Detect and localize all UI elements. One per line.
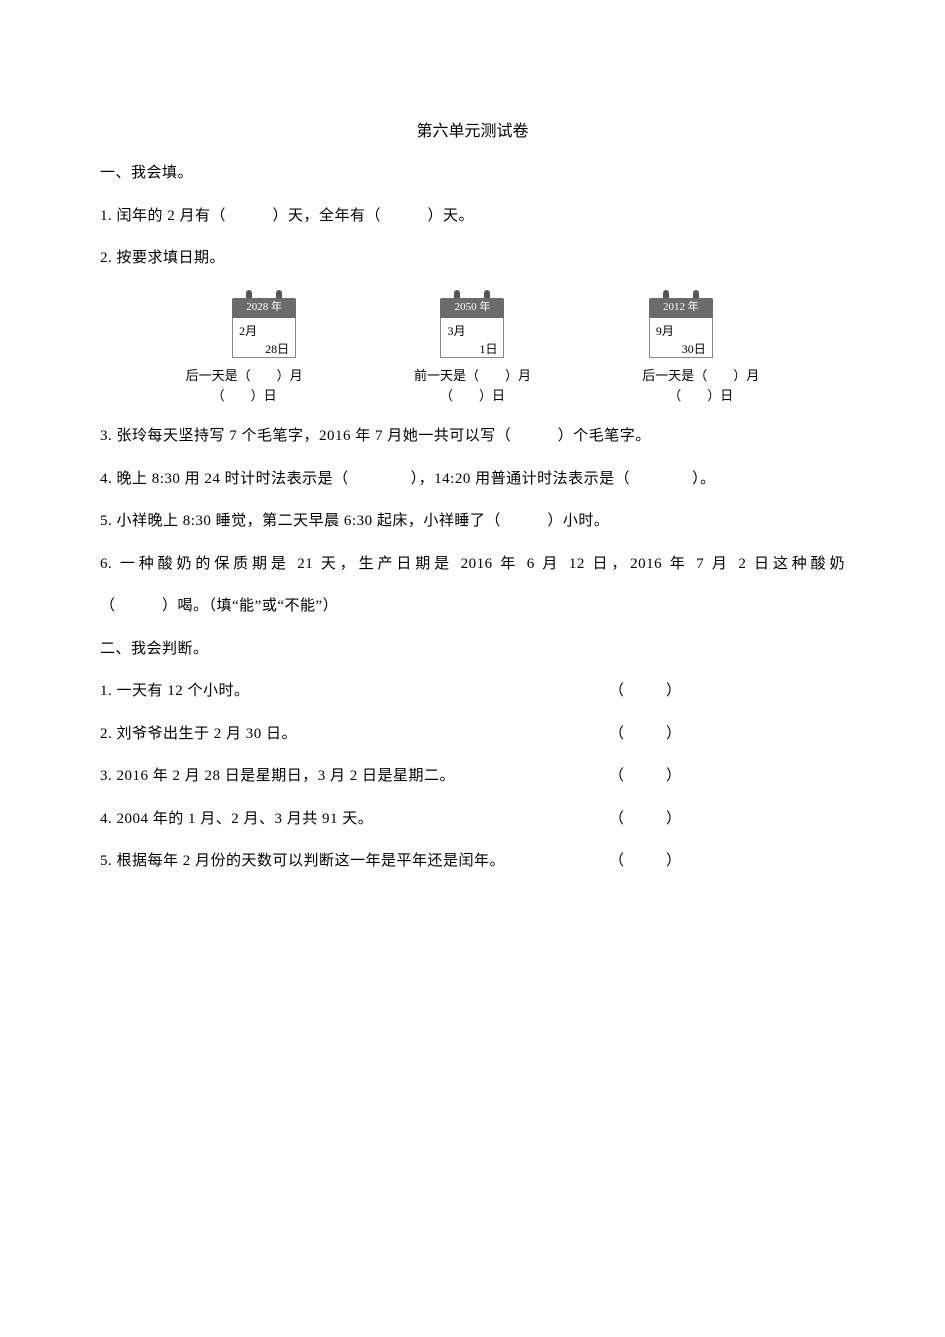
caption-1-line1: 后一天是（ ）月: [154, 366, 334, 387]
judge-4-text: 4. 2004 年的 1 月、2 月、3 月共 91 天。: [100, 808, 373, 831]
judge-3-text: 3. 2016 年 2 月 28 日是星期日，3 月 2 日是星期二。: [100, 765, 455, 788]
calendar-2-day: 1日: [447, 340, 497, 358]
calendars-row: 2028 年 2月 28日 2050 年 3月 1日 2012 年 9月 30日: [100, 290, 845, 358]
calendar-captions-row: 后一天是（ ）月 （ ）日 前一天是（ ）月 （ ）日 后一天是（ ）月 （ ）…: [100, 366, 845, 408]
caption-2-line2: （ ）日: [382, 386, 562, 407]
caption-3-line2: （ ）日: [611, 386, 791, 407]
calendar-rings-icon: [663, 290, 699, 298]
calendar-1-caption: 后一天是（ ）月 （ ）日: [154, 366, 334, 408]
calendar-2-month: 3月: [447, 322, 497, 340]
judge-1: 1. 一天有 12 个小时。 （ ）: [100, 680, 845, 703]
page-title: 第六单元测试卷: [100, 120, 845, 144]
judge-2-paren: （ ）: [609, 723, 845, 746]
q5: 5. 小祥晚上 8:30 睡觉，第二天早晨 6:30 起床，小祥睡了（ ）小时。: [100, 510, 845, 533]
judge-2-text: 2. 刘爷爷出生于 2 月 30 日。: [100, 723, 297, 746]
q1: 1. 闰年的 2 月有（ ）天，全年有（ ）天。: [100, 205, 845, 228]
q6-line2: （ ）喝。（填“能”或“不能”）: [100, 595, 845, 618]
section1-heading: 一、我会填。: [100, 162, 845, 185]
calendar-1-day: 28日: [239, 340, 289, 358]
caption-2-line1: 前一天是（ ）月: [382, 366, 562, 387]
calendar-3-month: 9月: [656, 322, 706, 340]
calendar-3-caption: 后一天是（ ）月 （ ）日: [611, 366, 791, 408]
calendar-rings-icon: [246, 290, 282, 298]
q2-intro: 2. 按要求填日期。: [100, 247, 845, 270]
q6-line1: 6. 一种酸奶的保质期是 21 天，生产日期是 2016 年 6 月 12 日，…: [100, 553, 845, 576]
calendar-1-month: 2月: [239, 322, 289, 340]
calendar-2-year: 2050 年: [440, 298, 504, 318]
judge-4: 4. 2004 年的 1 月、2 月、3 月共 91 天。 （ ）: [100, 808, 845, 831]
calendar-2-caption: 前一天是（ ）月 （ ）日: [382, 366, 562, 408]
judge-5: 5. 根据每年 2 月份的天数可以判断这一年是平年还是闰年。 （ ）: [100, 850, 845, 873]
calendar-1-body: 2月 28日: [232, 318, 296, 358]
calendar-1-year: 2028 年: [232, 298, 296, 318]
q3: 3. 张玲每天坚持写 7 个毛笔字，2016 年 7 月她一共可以写（ ）个毛笔…: [100, 425, 845, 448]
judge-3-paren: （ ）: [609, 765, 845, 788]
calendar-3-body: 9月 30日: [649, 318, 713, 358]
judge-5-paren: （ ）: [609, 850, 845, 873]
judge-1-paren: （ ）: [609, 680, 845, 703]
q4: 4. 晚上 8:30 用 24 时计时法表示是（ ），14:20 用普通计时法表…: [100, 468, 845, 491]
judge-1-text: 1. 一天有 12 个小时。: [100, 680, 250, 703]
calendar-2-body: 3月 1日: [440, 318, 504, 358]
caption-3-line1: 后一天是（ ）月: [611, 366, 791, 387]
judge-5-text: 5. 根据每年 2 月份的天数可以判断这一年是平年还是闰年。: [100, 850, 505, 873]
calendar-rings-icon: [454, 290, 490, 298]
calendar-3: 2012 年 9月 30日: [641, 290, 721, 358]
calendar-1: 2028 年 2月 28日: [224, 290, 304, 358]
calendar-3-day: 30日: [656, 340, 706, 358]
judge-3: 3. 2016 年 2 月 28 日是星期日，3 月 2 日是星期二。 （ ）: [100, 765, 845, 788]
judge-4-paren: （ ）: [609, 808, 845, 831]
caption-1-line2: （ ）日: [154, 386, 334, 407]
judge-2: 2. 刘爷爷出生于 2 月 30 日。 （ ）: [100, 723, 845, 746]
calendar-3-year: 2012 年: [649, 298, 713, 318]
calendar-2: 2050 年 3月 1日: [432, 290, 512, 358]
section2-heading: 二、我会判断。: [100, 638, 845, 661]
